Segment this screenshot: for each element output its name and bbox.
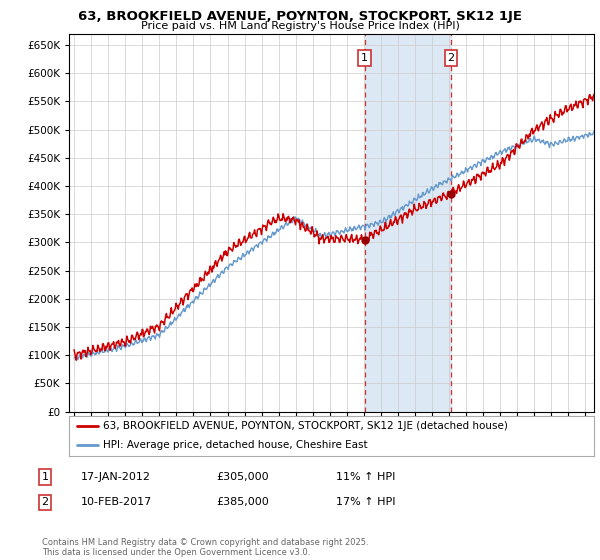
Text: £385,000: £385,000 <box>216 497 269 507</box>
Text: 11% ↑ HPI: 11% ↑ HPI <box>336 472 395 482</box>
Text: 17% ↑ HPI: 17% ↑ HPI <box>336 497 395 507</box>
Text: £305,000: £305,000 <box>216 472 269 482</box>
Text: 1: 1 <box>361 53 368 63</box>
Text: 2: 2 <box>41 497 49 507</box>
Text: Contains HM Land Registry data © Crown copyright and database right 2025.
This d: Contains HM Land Registry data © Crown c… <box>42 538 368 557</box>
Text: 17-JAN-2012: 17-JAN-2012 <box>81 472 151 482</box>
Text: 1: 1 <box>41 472 49 482</box>
Text: 63, BROOKFIELD AVENUE, POYNTON, STOCKPORT, SK12 1JE (detached house): 63, BROOKFIELD AVENUE, POYNTON, STOCKPOR… <box>103 421 508 431</box>
Text: HPI: Average price, detached house, Cheshire East: HPI: Average price, detached house, Ches… <box>103 440 368 450</box>
Text: 63, BROOKFIELD AVENUE, POYNTON, STOCKPORT, SK12 1JE: 63, BROOKFIELD AVENUE, POYNTON, STOCKPOR… <box>78 10 522 23</box>
Bar <box>365 34 451 412</box>
Text: 2: 2 <box>448 53 455 63</box>
Text: 10-FEB-2017: 10-FEB-2017 <box>81 497 152 507</box>
Text: Price paid vs. HM Land Registry's House Price Index (HPI): Price paid vs. HM Land Registry's House … <box>140 21 460 31</box>
